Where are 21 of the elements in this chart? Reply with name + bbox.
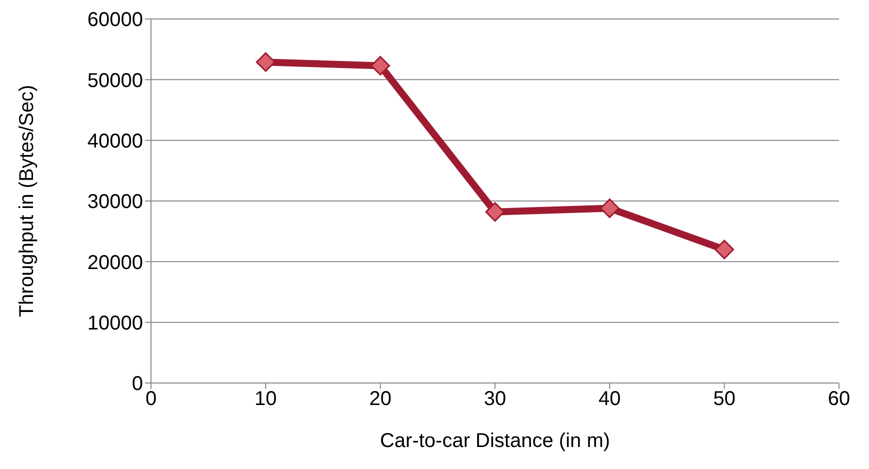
point <box>370 56 390 76</box>
x-tick-label: 60 <box>828 388 850 410</box>
y-tick-label: 20000 <box>87 252 143 274</box>
y-tick-label: 30000 <box>87 191 143 214</box>
x-tick-label: 0 <box>145 388 157 410</box>
x-tick-label: 40 <box>598 388 621 410</box>
point <box>600 198 620 218</box>
x-tick-label: 10 <box>254 388 277 410</box>
x-axis-title: Car-to-car Distance (in m) <box>380 430 610 452</box>
y-tick-label: 0 <box>132 373 143 396</box>
y-axis-title: Throughput in (Bytes/Sec) <box>16 84 38 318</box>
y-tick-label: 60000 <box>87 9 143 32</box>
point <box>714 240 734 260</box>
y-tick-label: 50000 <box>87 70 143 92</box>
x-tick-label: 30 <box>484 388 506 410</box>
point <box>485 202 505 222</box>
x-tick-label: 50 <box>713 388 736 410</box>
point <box>256 52 276 72</box>
y-tick-label: 10000 <box>87 312 143 334</box>
y-tick-label: 40000 <box>87 130 143 152</box>
x-tick-label: 20 <box>369 388 392 410</box>
